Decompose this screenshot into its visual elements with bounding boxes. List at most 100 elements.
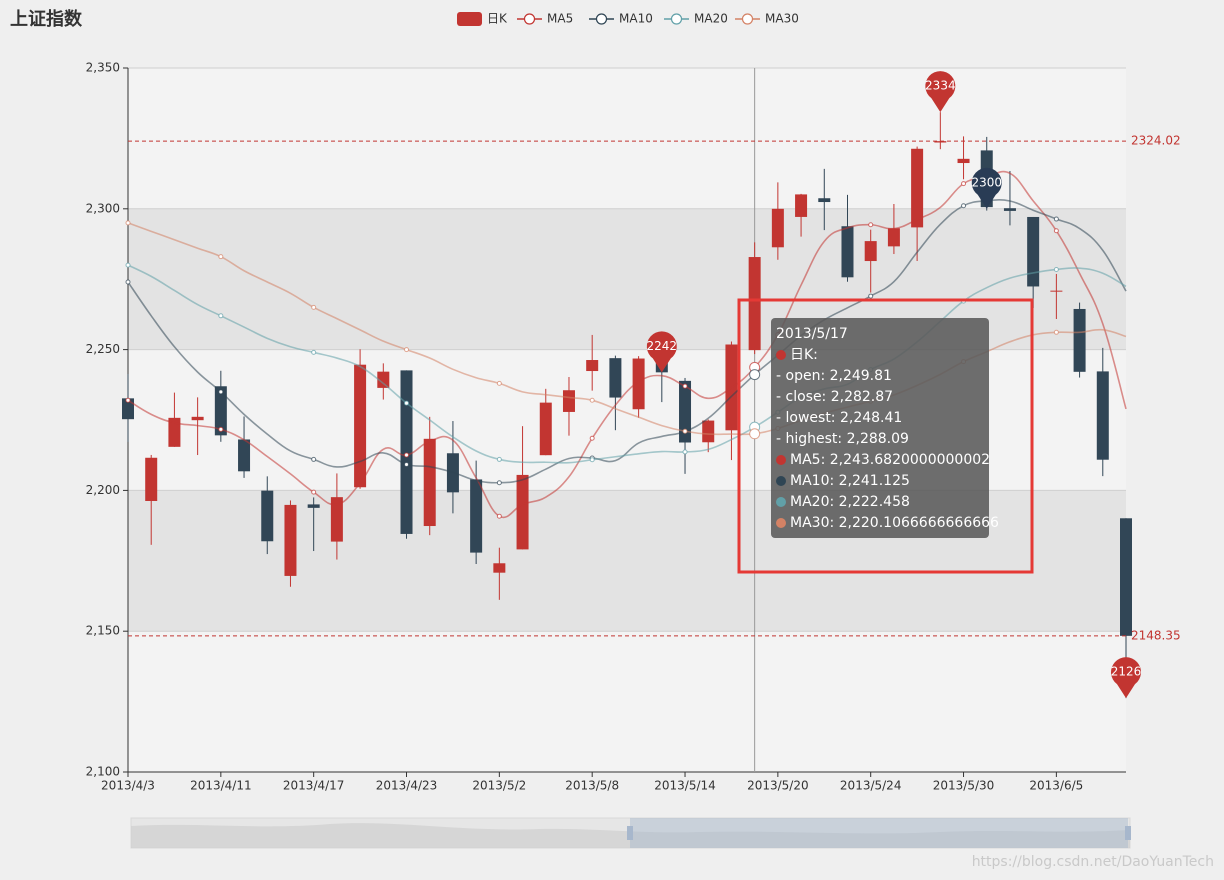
tooltip-dot xyxy=(776,350,786,360)
candle-body xyxy=(354,364,367,488)
tooltip-line: - close: 2,282.87 xyxy=(776,389,893,405)
tooltip-dot xyxy=(776,455,786,465)
data-zoom[interactable] xyxy=(130,817,1131,849)
y-tick-label: 2,250 xyxy=(86,342,120,356)
candle-body xyxy=(1003,208,1016,211)
candle-body xyxy=(516,474,529,550)
tooltip-line: MA10: 2,241.125 xyxy=(790,473,910,489)
y-tick-label: 2,200 xyxy=(86,483,120,497)
tooltip-line: MA20: 2,222.458 xyxy=(790,494,910,510)
ma-point xyxy=(125,262,131,268)
candle-body xyxy=(1027,216,1040,287)
ma-point xyxy=(1053,266,1059,272)
candle-body xyxy=(957,158,970,164)
tooltip-line: - highest: 2,288.09 xyxy=(776,431,909,447)
legend-icon xyxy=(595,13,608,25)
candle-body xyxy=(934,141,947,143)
ma-point xyxy=(125,279,131,285)
tooltip: 2013/5/17 日K: - open: 2,249.81 - close: 2,2… xyxy=(771,318,999,538)
ma-point xyxy=(404,400,410,406)
candle-body xyxy=(1050,290,1063,292)
chart-title: 上证指数 xyxy=(10,8,83,30)
zoom-window[interactable] xyxy=(630,818,1128,848)
mark-point-label: 2300 xyxy=(971,175,1002,189)
ma-point xyxy=(311,489,317,495)
candle-body xyxy=(238,439,251,472)
y-tick-label: 2,150 xyxy=(86,624,120,638)
ma-point xyxy=(868,222,874,228)
split-area xyxy=(128,68,1126,209)
ma-point xyxy=(218,389,224,395)
legend-item[interactable]: MA20 xyxy=(664,12,728,26)
zoom-handle[interactable] xyxy=(1125,826,1131,840)
tooltip-title: 2013/5/17 xyxy=(776,326,848,342)
split-area xyxy=(128,631,1126,772)
legend-item[interactable]: MA30 xyxy=(735,12,799,26)
legend-item[interactable]: 日K xyxy=(457,12,508,27)
legend-label: MA30 xyxy=(765,12,799,26)
candle-body xyxy=(609,358,622,398)
ma-point xyxy=(589,435,595,441)
candle-body xyxy=(377,371,390,388)
tooltip-dot xyxy=(776,518,786,528)
ma-point xyxy=(961,181,967,187)
ma-point xyxy=(311,456,317,462)
tooltip-box xyxy=(771,318,989,538)
mark-line-label: 2148.35 xyxy=(1131,628,1181,642)
legend-item[interactable]: MA10 xyxy=(589,12,653,26)
candle-body xyxy=(330,497,343,542)
y-tick-label: 2,350 xyxy=(86,61,120,75)
legend-item[interactable]: MA5 xyxy=(517,12,573,26)
legend-icon xyxy=(457,12,482,26)
candle-body xyxy=(1073,308,1086,372)
y-tick-label: 2,100 xyxy=(86,765,120,779)
x-tick-label: 2013/4/11 xyxy=(190,779,252,793)
ma-point xyxy=(218,426,224,432)
candle-body xyxy=(562,390,575,412)
x-tick-label: 2013/5/8 xyxy=(565,779,619,793)
ma-point xyxy=(868,293,874,299)
ma-point xyxy=(1053,216,1059,222)
ma-point xyxy=(1053,329,1059,335)
mark-point xyxy=(1111,657,1141,699)
mark-point xyxy=(971,167,1002,209)
ma-point xyxy=(496,513,502,519)
legend-label: MA20 xyxy=(694,12,728,26)
x-tick-label: 2013/5/14 xyxy=(654,779,716,793)
x-tick-label: 2013/4/3 xyxy=(101,779,155,793)
x-tick-label: 2013/5/24 xyxy=(840,779,902,793)
candle-body xyxy=(539,402,552,456)
y-tick-label: 2,300 xyxy=(86,201,120,215)
x-tick-label: 2013/6/5 xyxy=(1029,779,1083,793)
watermark: https://blog.csdn.net/DaoYuanTech xyxy=(972,854,1214,870)
mark-point-label: 2126 xyxy=(1111,665,1142,679)
tooltip-dot xyxy=(776,497,786,507)
candle-body xyxy=(261,490,274,542)
candle-body xyxy=(748,257,761,351)
ma-point xyxy=(311,349,317,355)
ma-point xyxy=(589,397,595,403)
ma-point xyxy=(682,383,688,389)
tooltip-line: - open: 2,249.81 xyxy=(776,368,892,384)
candle-body xyxy=(911,148,924,228)
candle-body xyxy=(586,360,599,372)
ma-hover-point xyxy=(749,369,761,381)
candle-body xyxy=(470,479,483,553)
tooltip-dot xyxy=(776,476,786,486)
candle-body xyxy=(423,438,436,527)
candle-body xyxy=(307,504,320,508)
zoom-handle[interactable] xyxy=(627,826,633,840)
mark-point xyxy=(646,331,677,373)
candle-body xyxy=(771,208,784,248)
ma-point xyxy=(496,480,502,486)
ma-hover-point xyxy=(749,428,761,440)
legend-icon xyxy=(523,13,536,25)
legend-icon xyxy=(670,13,683,25)
x-tick-label: 2013/5/20 xyxy=(747,779,809,793)
ma-point xyxy=(125,397,131,403)
legend-icon xyxy=(741,13,754,25)
ma-point xyxy=(682,428,688,434)
x-tick-label: 2013/5/2 xyxy=(472,779,526,793)
ma-point xyxy=(218,313,224,319)
ma-point xyxy=(961,203,967,209)
